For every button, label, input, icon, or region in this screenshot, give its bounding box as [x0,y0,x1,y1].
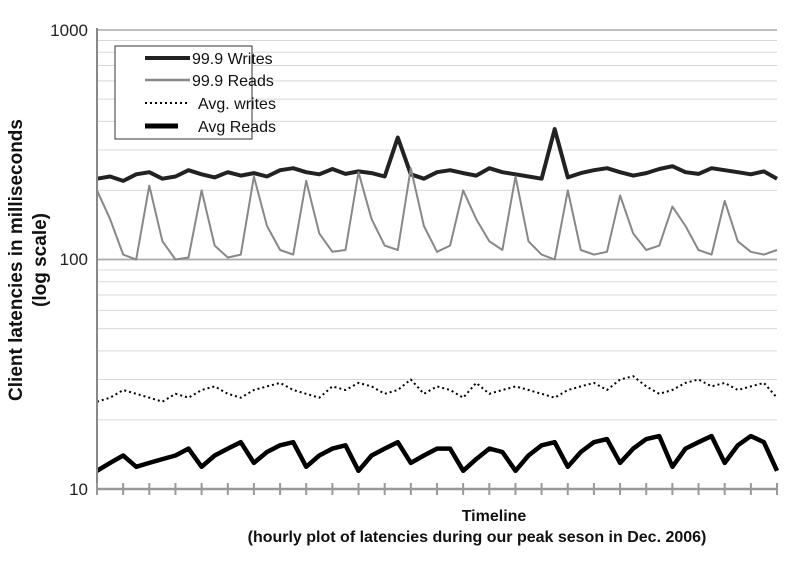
x-axis-sublabel: (hourly plot of latencies during our pea… [248,529,707,546]
y-axis-sublabel: (log scale) [30,213,51,307]
legend: 99.9 Writes 99.9 Reads Avg. writes Avg R… [114,45,276,140]
axes [96,28,778,495]
ytick-label: 1000 [50,21,88,40]
series-line-avg-reads [95,433,780,474]
series-line-99-9-reads [96,167,778,261]
y-axis-label: Client latencies in milliseconds [6,119,27,401]
ytick-label: 10 [69,480,88,499]
x-axis-label: Timeline [462,508,527,525]
legend-label: 99.9 Reads [192,73,274,90]
ytick-label: 100 [60,250,88,269]
grid [97,29,777,490]
legend-label: Avg Reads [198,119,276,136]
series-line-99-9-writes [96,127,778,183]
legend-label: 99.9 Writes [192,51,273,68]
legend-label: Avg. writes [198,96,276,113]
legend-box [114,45,253,140]
series-line-avg-writes [96,375,778,403]
series-group [95,127,780,474]
